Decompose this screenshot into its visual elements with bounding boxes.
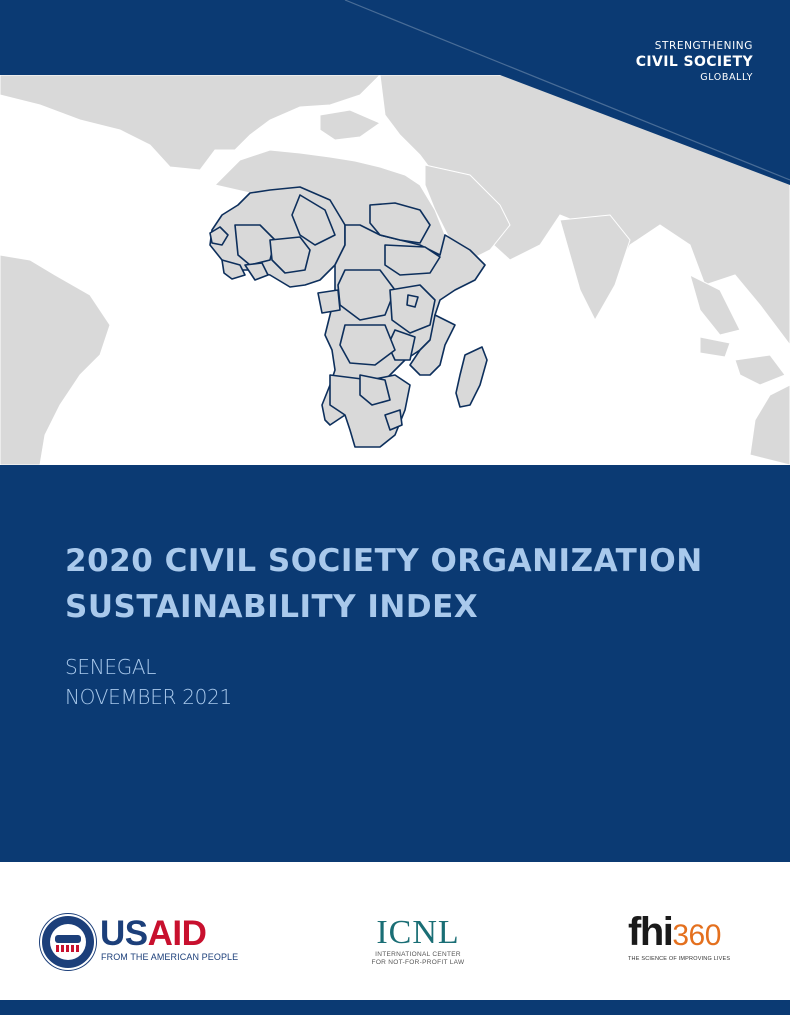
usaid-word-us: US — [100, 914, 148, 953]
usaid-wordmark: USAID — [100, 914, 207, 954]
report-title-line1: 2020 CIVIL SOCIETY ORGANIZATION — [65, 543, 703, 579]
bottom-banner — [0, 1000, 790, 1015]
fhi360-wordmark: fhi360 — [628, 910, 743, 958]
tagline-line3: GLOBALLY — [700, 72, 753, 83]
program-tagline: STRENGTHENING CIVIL SOCIETY GLOBALLY — [636, 39, 753, 84]
icnl-wordmark: ICNL — [376, 914, 460, 951]
icnl-logo: ICNL INTERNATIONAL CENTER FOR NOT-FOR-PR… — [368, 915, 468, 967]
tagline-line2: CIVIL SOCIETY — [635, 54, 753, 70]
fhi360-tagline: THE SCIENCE OF IMPROVING LIVES — [628, 956, 731, 962]
africa-map-graphic — [0, 75, 790, 465]
usaid-tagline: FROM THE AMERICAN PEOPLE — [101, 952, 239, 962]
report-title-line2: SUSTAINABILITY INDEX — [65, 589, 479, 625]
fhi360-word-fhi: fhi — [628, 910, 674, 954]
usaid-logo: USAID FROM THE AMERICAN PEOPLE — [40, 912, 238, 970]
icnl-line2: FOR NOT-FOR-PROFIT LAW — [371, 959, 465, 966]
world-map — [0, 75, 790, 465]
partner-logos — [0, 862, 790, 1000]
report-subtitle: SENEGAL NOVEMBER 2021 — [65, 652, 232, 712]
report-date: NOVEMBER 2021 — [65, 685, 232, 709]
title-band — [0, 465, 790, 862]
report-title: 2020 CIVIL SOCIETY ORGANIZATION SUSTAINA… — [65, 538, 765, 630]
report-country: SENEGAL — [65, 655, 157, 679]
tagline-line1: STRENGTHENING — [654, 40, 753, 52]
top-banner — [0, 0, 790, 75]
usaid-word-aid: AID — [147, 914, 207, 953]
icnl-line1: INTERNATIONAL CENTER — [375, 951, 461, 958]
usaid-seal-icon — [40, 914, 96, 970]
fhi360-logo: fhi360 THE SCIENCE OF IMPROVING LIVES — [628, 910, 743, 962]
fhi360-word-num: 360 — [672, 919, 721, 952]
